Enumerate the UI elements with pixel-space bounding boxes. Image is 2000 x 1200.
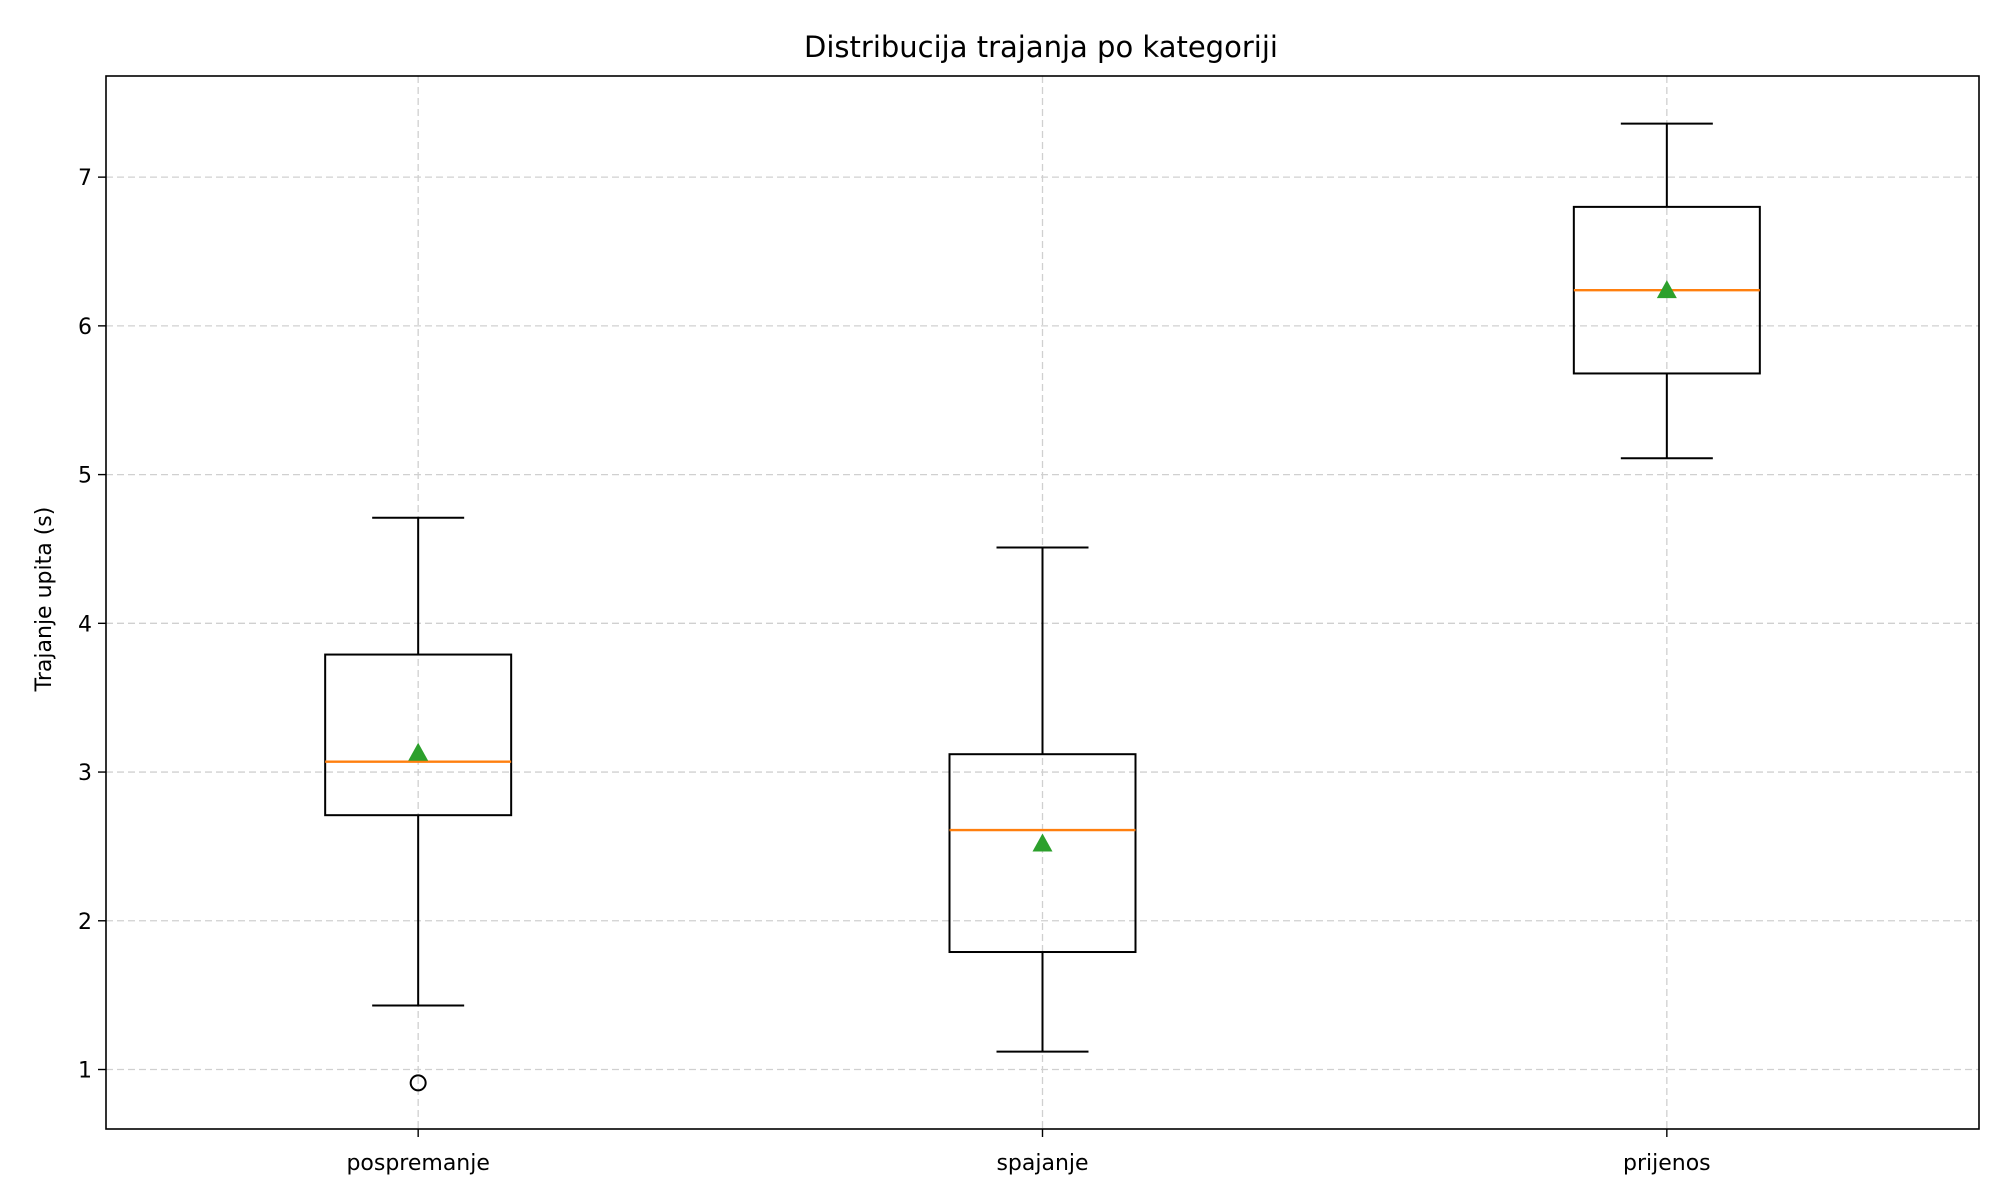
mean-marker	[408, 742, 429, 761]
mean-marker	[1656, 280, 1677, 299]
box-pospremanje	[324, 516, 513, 1092]
x-tick-label-pospremanje: pospremanje	[346, 1151, 489, 1176]
y-tick-label: 4	[78, 612, 92, 637]
mean-marker	[1032, 833, 1053, 852]
x-tick-label-spajanje: spajanje	[996, 1151, 1088, 1176]
y-tick-label: 6	[78, 315, 92, 340]
x-tick-label-prijenos: prijenos	[1623, 1151, 1711, 1176]
plot-frame	[105, 75, 1980, 1130]
chart-title: Distribucija trajanja po kategoriji	[804, 30, 1278, 64]
boxes	[324, 122, 1761, 1092]
iqr-box	[948, 753, 1137, 954]
iqr-box	[324, 653, 513, 817]
outlier-point	[409, 1074, 427, 1092]
y-tick-label: 3	[78, 761, 92, 786]
y-tick-label: 1	[78, 1059, 92, 1084]
y-tick-label: 2	[78, 910, 92, 935]
y-tick-label: 5	[78, 464, 92, 489]
y-tick-label: 7	[78, 166, 92, 191]
box-prijenos	[1572, 122, 1761, 460]
box-spajanje	[948, 546, 1137, 1053]
y-axis-label: Trajanje upita (s)	[32, 507, 57, 693]
axis-ticks: 1 2 3 4 5 6 7 pospremanje spajanje prijenos	[78, 166, 1711, 1176]
